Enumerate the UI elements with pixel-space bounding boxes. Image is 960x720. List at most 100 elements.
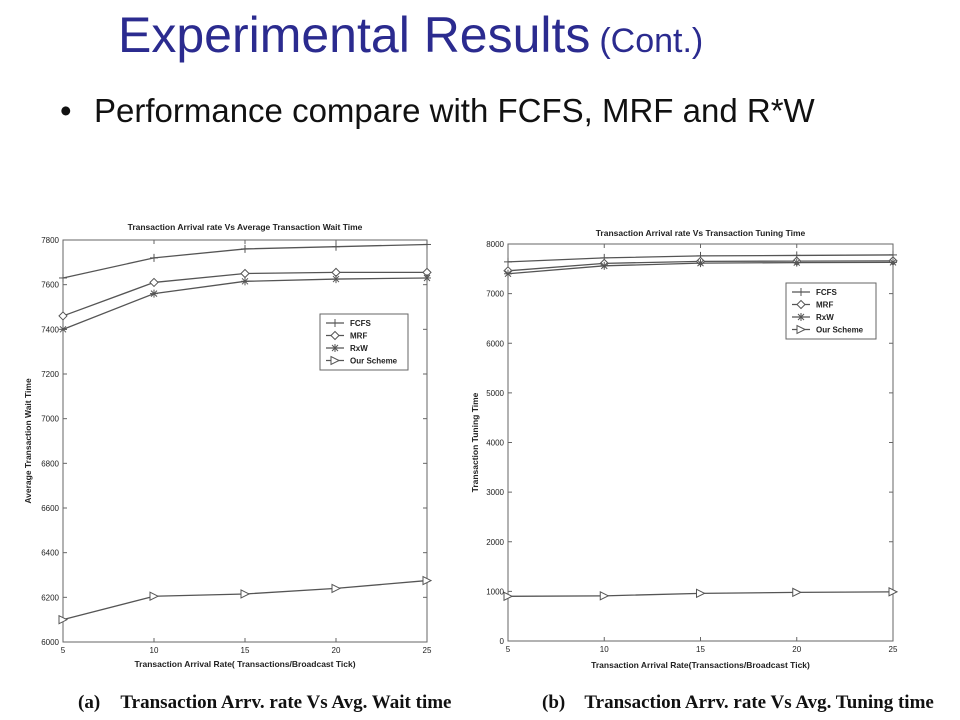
tuning-time-chart: Transaction Arrival rate Vs Transaction … xyxy=(470,228,899,670)
tuning-ytick-label-2000: 2000 xyxy=(486,538,504,547)
bullet-text: Performance compare with FCFS, MRF and R… xyxy=(94,92,815,129)
wait-ytick-label-6800: 6800 xyxy=(41,459,59,468)
tuning-y-axis-label: Transaction Tuning Time xyxy=(470,392,480,492)
wait-point-our-scheme-25 xyxy=(422,575,433,586)
tuning-legend-marker-rxw xyxy=(797,313,805,321)
wait-ytick-label-6200: 6200 xyxy=(41,593,59,602)
wait-legend-marker-our-scheme xyxy=(330,355,341,366)
tuning-series-our-scheme xyxy=(503,587,899,602)
wait-point-mrf-10 xyxy=(149,277,159,288)
tuning-legend-label-mrf: MRF xyxy=(816,301,833,310)
tuning-point-rxw-25 xyxy=(889,258,897,267)
wait-ytick-label-7200: 7200 xyxy=(41,370,59,379)
wait-point-fcfs-15 xyxy=(241,244,249,253)
wait-legend-marker-mrf xyxy=(330,330,340,341)
caption-a-tag: (a) xyxy=(78,692,101,713)
caption-wait-time: (a) Transaction Arrv. rate Vs Avg. Wait … xyxy=(78,692,451,714)
wait-point-our-scheme-5 xyxy=(58,614,69,625)
wait-ytick-label-6600: 6600 xyxy=(41,504,59,513)
wait-series-rxw xyxy=(59,273,431,334)
tuning-ytick-label-0: 0 xyxy=(500,637,505,646)
tuning-point-fcfs-5 xyxy=(504,257,512,266)
tuning-series-rxw xyxy=(504,258,897,278)
wait-point-our-scheme-10 xyxy=(149,591,160,602)
wait-x-axis-label: Transaction Arrival Rate( Transactions/B… xyxy=(134,659,355,669)
caption-b-text: Transaction Arrv. rate Vs Avg. Tuning ti… xyxy=(584,692,934,713)
tuning-ytick-label-7000: 7000 xyxy=(486,290,504,299)
wait-point-our-scheme-20 xyxy=(331,583,342,594)
wait-point-rxw-10 xyxy=(150,289,158,298)
wait-y-axis-label: Average Transaction Wait Time xyxy=(23,378,33,504)
tuning-legend-label-rxw: RxW xyxy=(816,313,834,322)
wait-point-mrf-5 xyxy=(58,311,68,321)
tuning-chart-title: Transaction Arrival rate Vs Transaction … xyxy=(596,228,806,238)
wait-point-rxw-15 xyxy=(241,277,249,286)
slide-title: Experimental Results (Cont.) xyxy=(118,6,703,64)
caption-b-tag: (b) xyxy=(542,692,566,713)
tuning-ytick-label-3000: 3000 xyxy=(486,488,504,497)
wait-legend-marker-fcfs xyxy=(331,319,339,327)
tuning-ytick-label-5000: 5000 xyxy=(486,389,504,398)
wait-series-fcfs xyxy=(59,240,431,282)
tuning-point-our-scheme-5 xyxy=(503,591,514,602)
tuning-xtick-label-10: 10 xyxy=(600,645,609,654)
wait-legend-label-mrf: MRF xyxy=(350,332,367,341)
tuning-xtick-label-25: 25 xyxy=(889,645,898,654)
wait-ytick-label-7600: 7600 xyxy=(41,281,59,290)
tuning-legend-marker-fcfs xyxy=(797,288,805,296)
tuning-point-our-scheme-10 xyxy=(599,591,610,601)
wait-point-rxw-25 xyxy=(423,273,431,282)
tuning-ytick-label-1000: 1000 xyxy=(486,587,504,596)
tuning-ytick-label-4000: 4000 xyxy=(486,439,504,448)
tuning-ytick-label-6000: 6000 xyxy=(486,339,504,348)
wait-point-rxw-5 xyxy=(59,325,67,334)
wait-legend: FCFS MRF RxW Our Scheme xyxy=(319,313,409,371)
wait-ytick-label-7800: 7800 xyxy=(41,236,59,245)
wait-series-line-our-scheme xyxy=(62,579,428,621)
tuning-x-axis-label: Transaction Arrival Rate(Transactions/Br… xyxy=(591,660,810,670)
wait-point-fcfs-5 xyxy=(59,273,67,282)
tuning-legend-label-fcfs: FCFS xyxy=(816,288,838,297)
tuning-point-rxw-15 xyxy=(696,259,705,268)
wait-chart-title: Transaction Arrival rate Vs Average Tran… xyxy=(128,222,363,232)
tuning-ytick-label-8000: 8000 xyxy=(486,240,504,249)
wait-point-fcfs-20 xyxy=(332,242,340,251)
caption-tuning-time: (b) Transaction Arrv. rate Vs Avg. Tunin… xyxy=(542,692,934,714)
wait-ytick-label-6400: 6400 xyxy=(41,549,59,558)
tuning-point-rxw-10 xyxy=(600,261,609,270)
wait-xtick-label-20: 20 xyxy=(332,646,341,655)
wait-xtick-label-10: 10 xyxy=(150,646,159,655)
wait-ytick-label-7000: 7000 xyxy=(41,415,59,424)
tuning-legend: FCFS MRF RxW Our Scheme xyxy=(785,282,877,340)
wait-plot-frame xyxy=(62,239,428,643)
wait-series-our-scheme xyxy=(58,575,433,625)
tuning-point-our-scheme-15 xyxy=(696,588,706,599)
wait-xtick-label-25: 25 xyxy=(423,646,432,655)
tuning-point-rxw-5 xyxy=(504,269,512,278)
wait-time-chart: Transaction Arrival rate Vs Average Tran… xyxy=(23,222,433,669)
wait-point-fcfs-25 xyxy=(423,240,431,249)
wait-legend-label-fcfs: FCFS xyxy=(350,319,372,328)
wait-point-our-scheme-15 xyxy=(240,589,251,599)
wait-point-mrf-15 xyxy=(240,268,250,279)
tuning-legend-marker-mrf xyxy=(796,299,806,310)
tuning-xtick-label-15: 15 xyxy=(696,645,705,654)
wait-ytick-label-7400: 7400 xyxy=(41,325,59,334)
wait-xtick-label-5: 5 xyxy=(61,646,66,655)
slide-title-sub: (Cont.) xyxy=(599,22,704,60)
wait-ytick-label-6000: 6000 xyxy=(41,638,59,647)
tuning-xtick-label-5: 5 xyxy=(506,645,511,654)
tuning-legend-label-our-scheme: Our Scheme xyxy=(816,326,864,335)
slide-title-main: Experimental Results xyxy=(118,7,591,63)
tuning-point-rxw-20 xyxy=(792,258,801,267)
tuning-point-our-scheme-25 xyxy=(888,587,899,597)
tuning-xtick-label-20: 20 xyxy=(792,645,801,654)
tuning-point-our-scheme-20 xyxy=(792,587,802,598)
wait-point-fcfs-10 xyxy=(150,253,158,262)
wait-xtick-label-15: 15 xyxy=(241,646,250,655)
wait-series-mrf xyxy=(58,267,432,321)
wait-legend-label-our-scheme: Our Scheme xyxy=(350,357,398,366)
wait-point-rxw-20 xyxy=(332,275,340,284)
bullet-item: • Performance compare with FCFS, MRF and… xyxy=(60,88,854,134)
caption-a-text: Transaction Arrv. rate Vs Avg. Wait time xyxy=(120,692,452,713)
